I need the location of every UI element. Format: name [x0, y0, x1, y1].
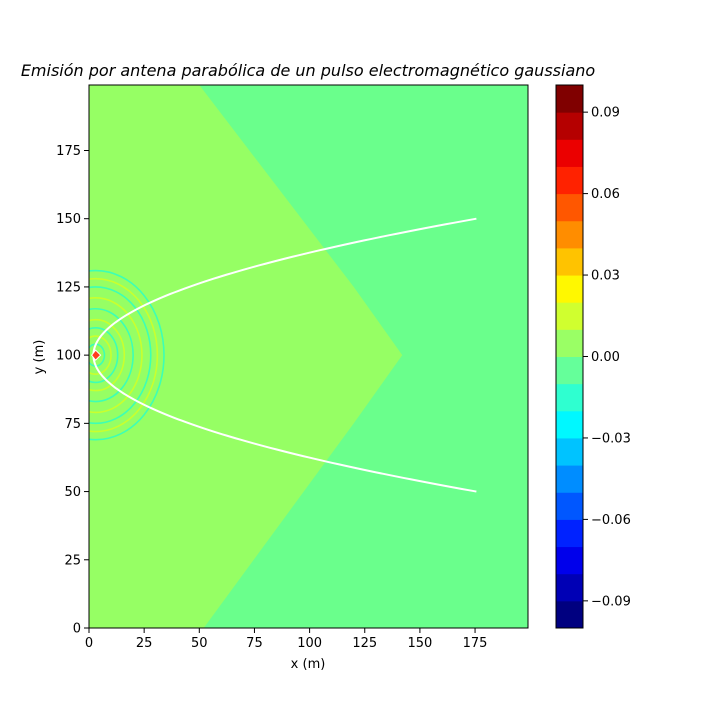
x-tick-label: 50: [191, 636, 208, 651]
y-tick-label: 0: [73, 622, 81, 637]
y-tick-label: 50: [64, 485, 81, 500]
colorbar-level: [556, 410, 583, 439]
colorbar-tick-label: −0.09: [591, 594, 631, 609]
x-tick-label: 175: [463, 636, 488, 651]
colorbar-tick-label: 0.03: [591, 269, 620, 284]
colorbar-level: [556, 465, 583, 493]
colorbar-level: [556, 112, 583, 140]
colorbar-level: [556, 383, 583, 412]
field-ripple: [89, 269, 165, 441]
y-tick-label: 125: [56, 280, 81, 295]
colorbar-level: [556, 492, 583, 520]
field-ripple: [89, 318, 126, 392]
colorbar-level: [556, 193, 583, 222]
y-tick-label: 25: [64, 553, 81, 568]
y-axis-label: y (m): [32, 340, 47, 375]
field-ripple: [89, 307, 134, 403]
field-ripple: [89, 286, 152, 425]
x-tick-label: 0: [85, 636, 93, 651]
colorbar-tick-label: 0.06: [591, 187, 620, 202]
colorbar-level: [556, 85, 583, 113]
colorbar-level: [556, 220, 583, 249]
colorbar-level: [556, 546, 583, 575]
x-tick-label: 125: [352, 636, 377, 651]
colorbar-level: [556, 302, 583, 330]
field-ripple: [89, 327, 119, 384]
colorbar-level: [556, 247, 583, 276]
colorbar-tick-label: 0.09: [591, 106, 620, 121]
colorbar-tick-label: −0.03: [591, 431, 631, 446]
colorbar-level: [556, 329, 583, 357]
y-tick-label: 75: [64, 417, 81, 432]
colorbar-level: [556, 275, 583, 303]
chart-title: Emisión por antena parabólica de un puls…: [21, 61, 596, 80]
y-tick-label: 100: [56, 349, 81, 364]
colorbar-level: [556, 437, 583, 466]
x-tick-label: 100: [297, 636, 322, 651]
colorbar-tick-label: 0.00: [591, 350, 620, 365]
field-ripple: [89, 335, 112, 376]
x-tick-label: 150: [407, 636, 432, 651]
x-axis-label: x (m): [291, 657, 326, 672]
field-ripple: [89, 297, 143, 414]
field-ripple: [89, 277, 159, 433]
x-tick-label: 25: [136, 636, 153, 651]
colorbar-level: [556, 573, 583, 602]
colorbar-tick-label: −0.06: [591, 513, 631, 528]
colorbar-level: [556, 356, 583, 385]
inner-field-region: [89, 85, 403, 628]
colorbar-level: [556, 600, 583, 629]
colorbar-level: [556, 519, 583, 548]
y-tick-label: 150: [56, 212, 81, 227]
plot-frame: [88, 84, 529, 629]
pulse-source-marker: [90, 349, 102, 361]
x-tick-label: 75: [246, 636, 263, 651]
colorbar-level: [556, 166, 583, 195]
y-tick-label: 175: [56, 144, 81, 159]
colorbar-level: [556, 139, 583, 167]
